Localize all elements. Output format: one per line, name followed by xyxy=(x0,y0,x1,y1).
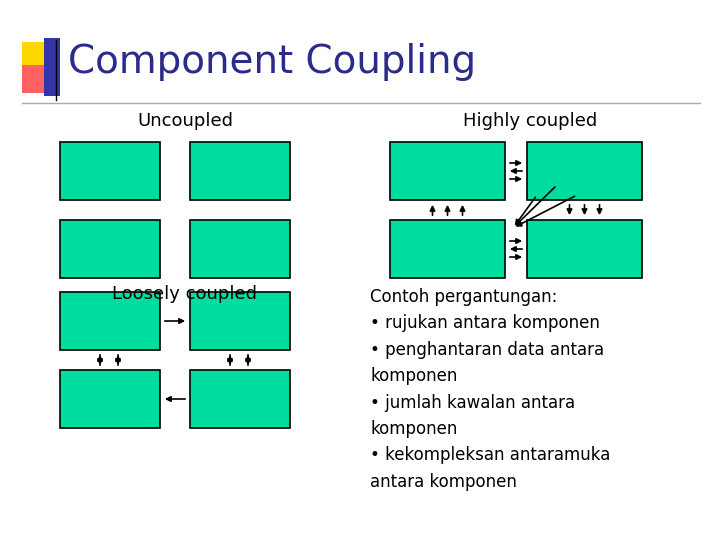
Bar xyxy=(22,65,50,93)
Bar xyxy=(190,370,290,428)
Bar xyxy=(527,220,642,278)
Bar xyxy=(60,370,160,428)
Bar xyxy=(390,220,505,278)
Bar xyxy=(527,142,642,200)
Bar xyxy=(22,42,58,78)
Bar xyxy=(190,292,290,350)
Text: Highly coupled: Highly coupled xyxy=(463,112,597,130)
Bar xyxy=(190,220,290,278)
Text: Uncoupled: Uncoupled xyxy=(137,112,233,130)
Bar xyxy=(60,292,160,350)
Bar xyxy=(44,38,60,96)
Bar xyxy=(60,142,160,200)
Bar xyxy=(190,142,290,200)
Text: Loosely coupled: Loosely coupled xyxy=(112,285,258,303)
Text: Component Coupling: Component Coupling xyxy=(68,43,476,81)
Bar xyxy=(390,142,505,200)
Text: Contoh pergantungan:
• rujukan antara komponen
• penghantaran data antara
kompon: Contoh pergantungan: • rujukan antara ko… xyxy=(370,288,611,491)
Bar xyxy=(60,220,160,278)
